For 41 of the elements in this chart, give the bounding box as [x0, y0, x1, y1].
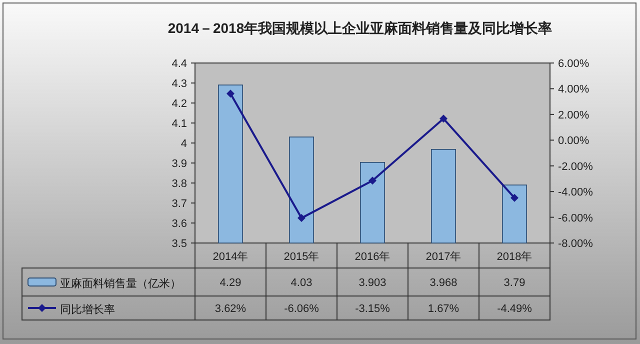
- point: [298, 214, 306, 222]
- data-label: -6.06%: [284, 303, 320, 315]
- data-label: 4.29: [220, 277, 242, 289]
- y2-tick-label: 6.00%: [558, 58, 590, 70]
- y-tick-label: 4.4: [172, 58, 187, 70]
- point: [510, 194, 518, 202]
- y2-tick-label: 4.00%: [558, 84, 590, 96]
- y2-tick-label: -2.00%: [558, 160, 594, 173]
- y-tick-label: 3.7: [172, 198, 187, 210]
- legend-label: 同比增长率: [60, 303, 115, 316]
- point: [226, 90, 234, 98]
- data-label: -4.49%: [497, 303, 532, 315]
- y-tick-label: 3.5: [172, 238, 187, 250]
- y2-tick-label: -8.00%: [558, 238, 594, 250]
- data-label: 3.903: [358, 277, 386, 289]
- y2-tick-label: 2.00%: [558, 109, 590, 122]
- data-label: 4.03: [290, 277, 312, 289]
- y-tick-label: 3.6: [172, 218, 187, 230]
- x-tick-label: 2017年: [426, 251, 462, 263]
- y2-tick-label: -6.00%: [558, 212, 594, 224]
- y-tick-label: 3.8: [172, 178, 187, 190]
- point: [368, 176, 376, 185]
- y-tick-label: 4.3: [172, 78, 187, 90]
- y2-tick-label: 0.00%: [558, 135, 590, 148]
- data-label: 3.79: [504, 277, 526, 289]
- y-tick-label: 4: [180, 138, 187, 150]
- chart-title: 2014－2018年我国规模以上企业亚麻面料销售量及同比增长率: [168, 20, 552, 36]
- data-label: 3.62%: [214, 303, 246, 315]
- y2-tick-label: -4.00%: [558, 186, 594, 199]
- legend-label: 亚麻面料销售量（亿米）: [60, 277, 181, 290]
- point: [440, 114, 448, 123]
- y-tick-label: 4.1: [172, 118, 187, 130]
- data-label: 1.67%: [428, 303, 460, 315]
- y-tick-label: 3.9: [172, 158, 187, 170]
- x-tick-label: 2014年: [212, 251, 248, 263]
- x-tick-label: 2016年: [354, 251, 390, 263]
- x-tick-label: 2015年: [284, 251, 320, 263]
- data-label: 3.968: [430, 277, 458, 289]
- x-tick-label: 2018年: [496, 251, 532, 263]
- data-label: -3.15%: [355, 303, 390, 315]
- y-tick-label: 4.2: [172, 98, 187, 110]
